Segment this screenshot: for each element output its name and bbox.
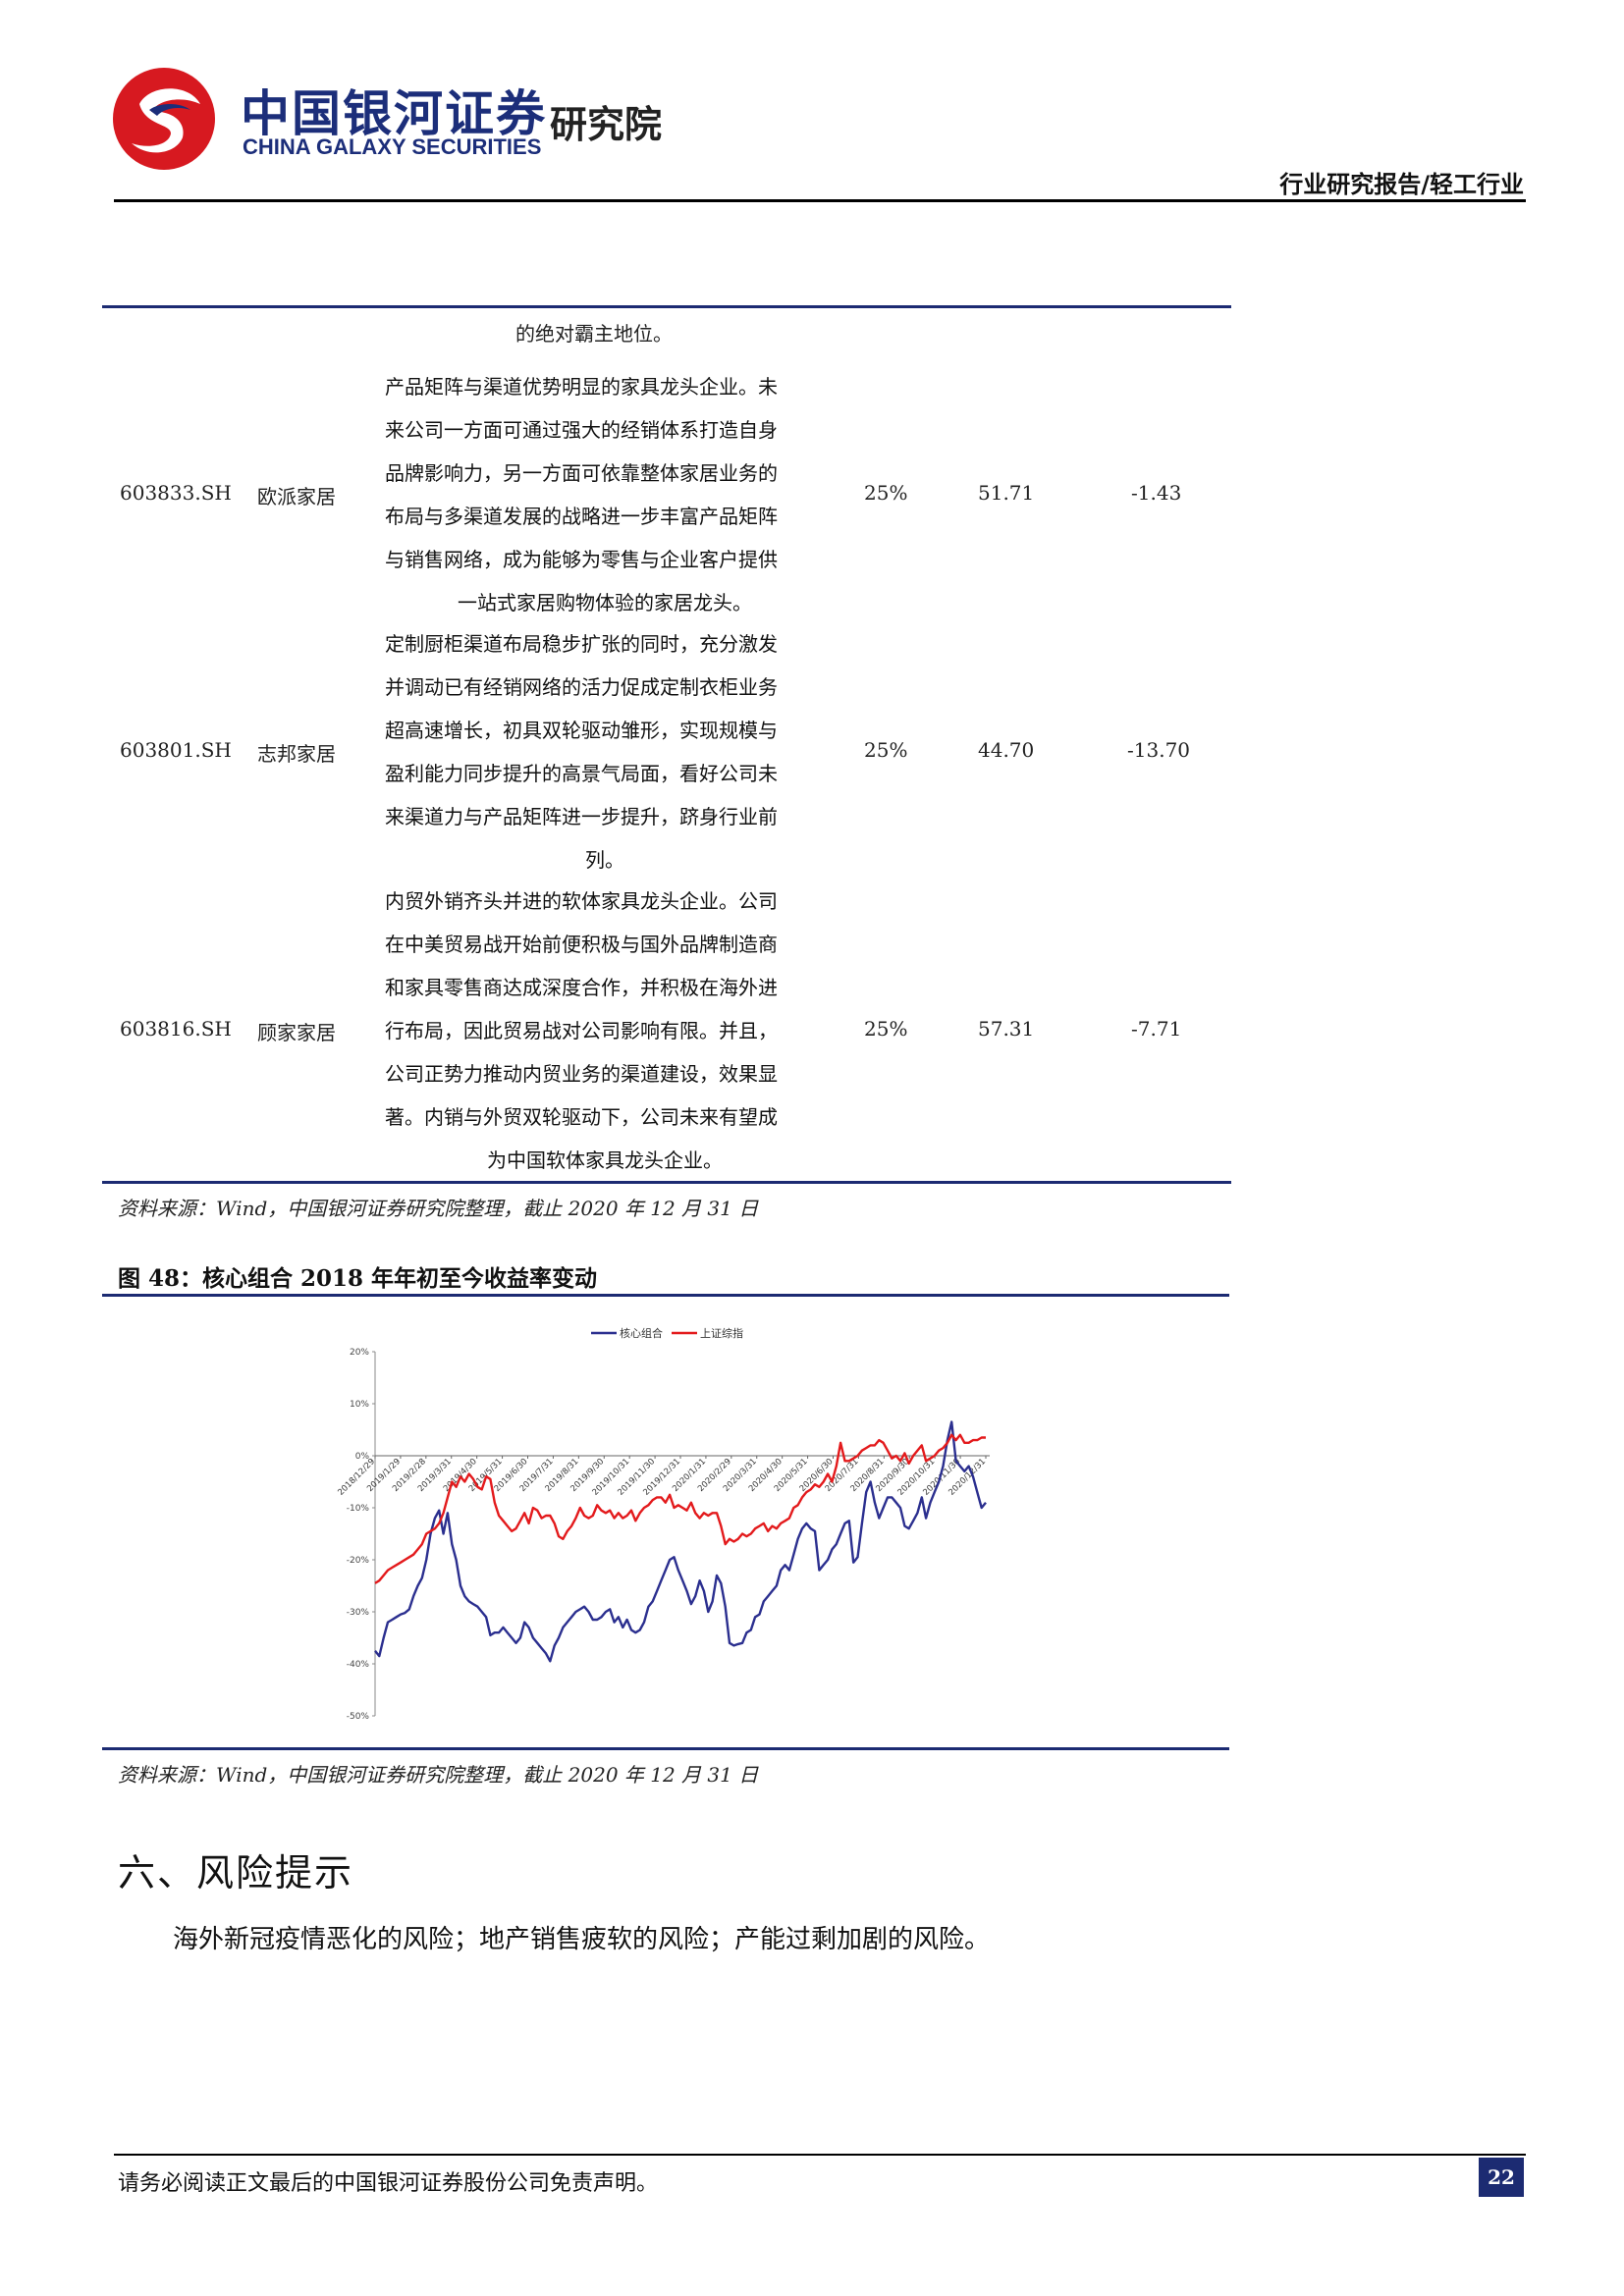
y-tick-label: 20% <box>350 1348 369 1358</box>
page-number: 22 <box>1479 2158 1524 2197</box>
company-description: 内贸外销齐头并进的软体家具龙头企业。公司 在中美贸易战开始前便积极与国外品牌制造… <box>385 889 778 1172</box>
figure-title: 图 48：核心组合 2018 年年初至今收益率变动 <box>118 1265 598 1292</box>
y-tick-label: -40% <box>347 1660 370 1670</box>
table-top-rule <box>102 305 1231 308</box>
y-tick-label: -50% <box>347 1712 370 1722</box>
company-name: 顾家家居 <box>257 1021 336 1044</box>
risk-paragraph: 海外新冠疫情恶化的风险；地产销售疲软的风险；产能过剩加剧的风险。 <box>173 1925 991 1954</box>
returns-line-chart: 核心组合 上证综指 20% 10% 0% -10% -20% -30% -40% -50% 2… <box>336 1326 990 1722</box>
change-value: -7.71 <box>1131 1017 1182 1041</box>
metric-value: 51.71 <box>978 481 1035 505</box>
figure-source-note: 资料来源：Wind，中国银河证券研究院整理，截止 2020 年 12 月 31 … <box>118 1763 759 1787</box>
brand-name-en: CHINA GALAXY SECURITIES <box>243 134 542 159</box>
report-type: 行业研究报告/轻工行业 <box>1279 171 1524 198</box>
y-tick-label: -10% <box>347 1504 370 1514</box>
y-axis: 20% 10% 0% -10% -20% -30% -40% -50% <box>347 1348 376 1722</box>
table-bottom-rule <box>102 1181 1231 1184</box>
y-tick-label: -30% <box>347 1608 370 1618</box>
weight-value: 25% <box>864 1017 908 1041</box>
change-value: -1.43 <box>1131 481 1182 505</box>
section-title: 六、风险提示 <box>118 1851 354 1895</box>
chart-series <box>374 1420 987 1663</box>
disclaimer-note: 请务必阅读正文最后的中国银河证券股份公司免责声明。 <box>118 2171 659 2196</box>
metric-value: 57.31 <box>978 1017 1035 1041</box>
figure-top-rule <box>102 1294 1229 1297</box>
y-tick-label: 10% <box>350 1400 369 1410</box>
series-line-shanghai-index <box>374 1433 986 1584</box>
company-logo <box>113 68 215 170</box>
stock-code: 603816.SH <box>120 1017 232 1041</box>
chart-legend: 核心组合 上证综指 <box>591 1326 743 1340</box>
legend-label-core: 核心组合 <box>620 1326 663 1340</box>
weight-value: 25% <box>864 738 908 762</box>
brand-name-cn: 中国银河证券 <box>241 85 547 142</box>
x-axis: 2018/12/292019/1/292019/2/282019/3/31201… <box>336 1455 990 1498</box>
change-value: -13.70 <box>1127 738 1191 762</box>
header-divider <box>114 199 1526 202</box>
company-name: 志邦家居 <box>257 742 336 766</box>
footer-divider <box>114 2154 1526 2156</box>
y-tick-label: 0% <box>355 1452 370 1462</box>
stock-code: 603801.SH <box>120 738 232 762</box>
table-desc-fragment: 的绝对霸主地位。 <box>515 322 673 346</box>
company-name: 欧派家居 <box>257 485 336 508</box>
stock-code: 603833.SH <box>120 481 232 505</box>
brand-institute: 研究院 <box>550 103 663 146</box>
metric-value: 44.70 <box>978 738 1035 762</box>
series-line-core-portfolio <box>374 1420 987 1663</box>
figure-bottom-rule <box>102 1747 1229 1750</box>
table-source-note: 资料来源：Wind，中国银河证券研究院整理，截止 2020 年 12 月 31 … <box>118 1197 759 1220</box>
company-description: 产品矩阵与渠道优势明显的家具龙头企业。未 来公司一方面可通过强大的经销体系打造自… <box>385 375 778 614</box>
weight-value: 25% <box>864 481 908 505</box>
legend-label-index: 上证综指 <box>700 1326 743 1340</box>
company-description: 定制厨柜渠道布局稳步扩张的同时，充分激发 并调动已有经销网络的活力促成定制衣柜业… <box>385 632 778 872</box>
y-tick-label: -20% <box>347 1556 370 1566</box>
